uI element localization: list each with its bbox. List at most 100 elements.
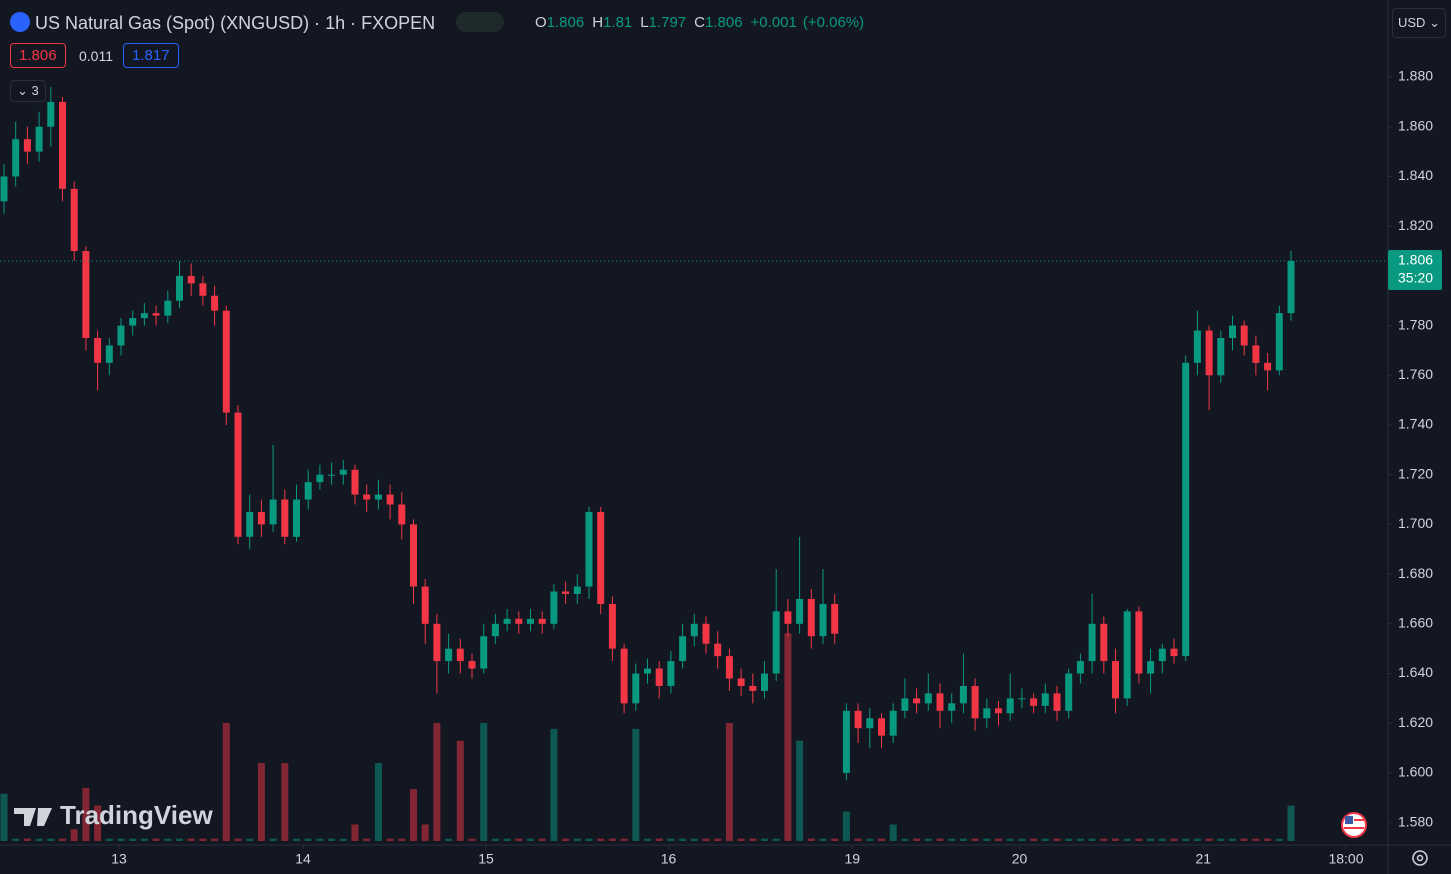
volume-bar (316, 838, 324, 841)
volume-bar (304, 838, 312, 841)
candle-body (831, 603, 839, 634)
indicator-toggle[interactable]: ⌄ 3 (10, 80, 46, 102)
candle-body (702, 623, 710, 644)
candle-body (12, 139, 20, 177)
candle-body (1100, 623, 1108, 662)
volume-bar (995, 838, 1002, 841)
candle-body (1112, 661, 1119, 699)
y-tick-label: 1.860 (1398, 117, 1433, 133)
status-pill[interactable] (456, 12, 505, 32)
volume-bar (1076, 838, 1084, 841)
buy-price[interactable]: 1.817 (123, 43, 179, 68)
tag-bg (1388, 249, 1442, 290)
volume-bar (878, 838, 885, 841)
candle-body (257, 511, 265, 525)
candle-body (1240, 325, 1248, 346)
candle-body (433, 623, 441, 662)
volume-bar (924, 838, 932, 841)
candle-body (328, 474, 336, 476)
candle-body (679, 636, 687, 662)
ohlc-value: 1.806 (546, 14, 585, 31)
candle-body (983, 708, 991, 719)
candle-body (889, 710, 897, 736)
candle-body (515, 618, 523, 624)
x-tick-label: 18:00 (1328, 851, 1363, 867)
candle-body (23, 139, 31, 152)
ohlc-value: 1.797 (648, 14, 687, 31)
volume-bar (246, 838, 254, 841)
candle-body (620, 648, 628, 704)
candle-body (749, 685, 757, 691)
candle-body (1147, 661, 1155, 674)
volume-bar (1065, 838, 1073, 841)
candle-body (480, 636, 488, 669)
volume-bar (211, 838, 219, 841)
volume-bar (620, 838, 628, 841)
candle-body (1205, 330, 1213, 376)
volume-bar (866, 838, 874, 841)
volume-bar (831, 838, 839, 841)
y-tick-label: 1.600 (1398, 764, 1433, 780)
candle-body (176, 275, 183, 301)
volume-bar (35, 838, 43, 841)
volume-bar (585, 838, 593, 841)
ohlc-value: 1.806 (705, 14, 743, 31)
x-tick-label: 21 (1195, 851, 1211, 867)
volume-bar (854, 838, 862, 841)
volume-bar (1205, 838, 1213, 841)
ohlc-value: 1.81 (603, 14, 633, 31)
volume-bar (842, 811, 850, 841)
candle-body (1006, 698, 1014, 714)
candle-body (1252, 345, 1260, 363)
y-tick-label: 1.660 (1398, 615, 1433, 631)
candle-body (456, 648, 464, 662)
volume-bar (1006, 838, 1014, 841)
candle-body (1193, 330, 1201, 363)
candle-body (152, 313, 160, 316)
candle-body (1088, 623, 1096, 662)
currency-select[interactable]: USD ⌄ (1392, 8, 1446, 38)
volume-bar (714, 838, 722, 841)
us-flag[interactable] (1341, 812, 1367, 838)
volume-bar (47, 838, 55, 841)
ohlc-letter: O (535, 14, 547, 31)
candle-body (562, 591, 570, 594)
volume-bar (1287, 805, 1295, 841)
volume-bar (597, 838, 605, 841)
candle-body (1229, 325, 1236, 338)
candle-body (386, 494, 394, 505)
candle-body (1123, 611, 1131, 699)
candle-body (796, 598, 804, 624)
candle-body (1135, 611, 1143, 674)
candle-body (491, 623, 499, 637)
candle-body (1287, 260, 1295, 314)
sell-price[interactable]: 1.806 (10, 43, 66, 68)
y-tick-label: 1.700 (1398, 515, 1433, 531)
volume-bar (632, 728, 640, 841)
x-tick-label: 20 (1012, 851, 1028, 867)
y-tick-label: 1.820 (1398, 217, 1433, 233)
volume-bar (445, 838, 453, 841)
y-tick-label: 1.780 (1398, 316, 1433, 332)
volume-bar (983, 838, 991, 841)
candle-body (398, 504, 406, 525)
volume-bar (386, 838, 394, 841)
indicator-count: 3 (31, 83, 39, 98)
price-axis-bg (1388, 0, 1451, 874)
volume-bar (1147, 838, 1155, 841)
ohlc-letter: H (592, 14, 604, 31)
symbol-title[interactable]: US Natural Gas (Spot) (XNGUSD) · 1h · FX… (35, 13, 436, 33)
volume-bar (468, 838, 476, 841)
candle-body (293, 499, 300, 537)
volume-bar (187, 838, 195, 841)
volume-bar (538, 838, 546, 841)
settings-icon[interactable] (1412, 850, 1428, 866)
volume-bar (1264, 838, 1272, 841)
volume-bar (199, 838, 207, 841)
x-tick-label: 15 (478, 851, 494, 867)
volume-bar (608, 838, 616, 841)
volume-bar (702, 838, 710, 841)
change-percent: (+0.06%) (802, 14, 865, 31)
